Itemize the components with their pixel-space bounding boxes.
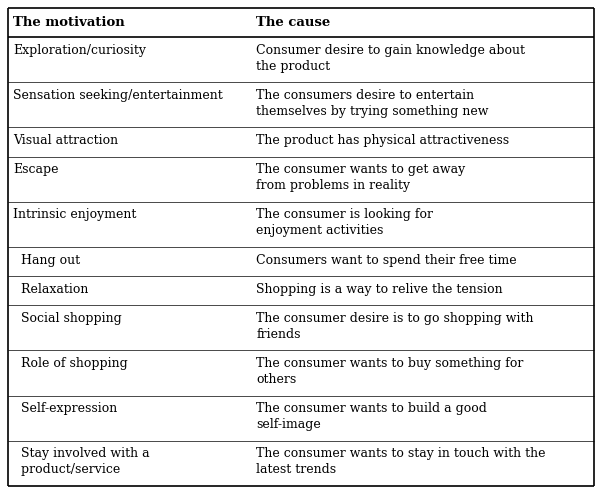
Text: product/service: product/service: [13, 463, 120, 476]
Text: Stay involved with a: Stay involved with a: [13, 448, 150, 460]
Text: from problems in reality: from problems in reality: [256, 179, 411, 192]
Text: The consumer wants to get away: The consumer wants to get away: [256, 163, 465, 176]
Text: latest trends: latest trends: [256, 463, 337, 476]
Text: The consumer wants to stay in touch with the: The consumer wants to stay in touch with…: [256, 448, 545, 460]
Text: The consumer wants to build a good: The consumer wants to build a good: [256, 402, 487, 415]
Text: The consumer is looking for: The consumer is looking for: [256, 208, 433, 221]
Text: Sensation seeking/entertainment: Sensation seeking/entertainment: [13, 89, 223, 102]
Text: Hang out: Hang out: [13, 253, 80, 267]
Text: Self-expression: Self-expression: [13, 402, 117, 415]
Bar: [8, 8, 594, 37]
Text: others: others: [256, 373, 296, 386]
Text: Escape: Escape: [13, 163, 58, 176]
Text: Visual attraction: Visual attraction: [13, 134, 118, 147]
Text: The consumers desire to entertain: The consumers desire to entertain: [256, 89, 474, 102]
Text: themselves by trying something new: themselves by trying something new: [256, 105, 489, 118]
Text: self-image: self-image: [256, 418, 321, 431]
Text: Shopping is a way to relive the tension: Shopping is a way to relive the tension: [256, 283, 503, 296]
Text: The cause: The cause: [256, 16, 330, 29]
Text: The motivation: The motivation: [13, 16, 125, 29]
Text: Social shopping: Social shopping: [13, 312, 122, 325]
Text: Consumers want to spend their free time: Consumers want to spend their free time: [256, 253, 517, 267]
Text: The product has physical attractiveness: The product has physical attractiveness: [256, 134, 509, 147]
Text: enjoyment activities: enjoyment activities: [256, 224, 383, 238]
Text: Relaxation: Relaxation: [13, 283, 88, 296]
Text: The consumer wants to buy something for: The consumer wants to buy something for: [256, 357, 524, 370]
Text: Exploration/curiosity: Exploration/curiosity: [13, 43, 146, 57]
Text: The consumer desire is to go shopping with: The consumer desire is to go shopping wi…: [256, 312, 534, 325]
Text: the product: the product: [256, 60, 330, 73]
Text: Role of shopping: Role of shopping: [13, 357, 128, 370]
Text: Intrinsic enjoyment: Intrinsic enjoyment: [13, 208, 137, 221]
Text: friends: friends: [256, 328, 300, 341]
Text: Consumer desire to gain knowledge about: Consumer desire to gain knowledge about: [256, 43, 525, 57]
